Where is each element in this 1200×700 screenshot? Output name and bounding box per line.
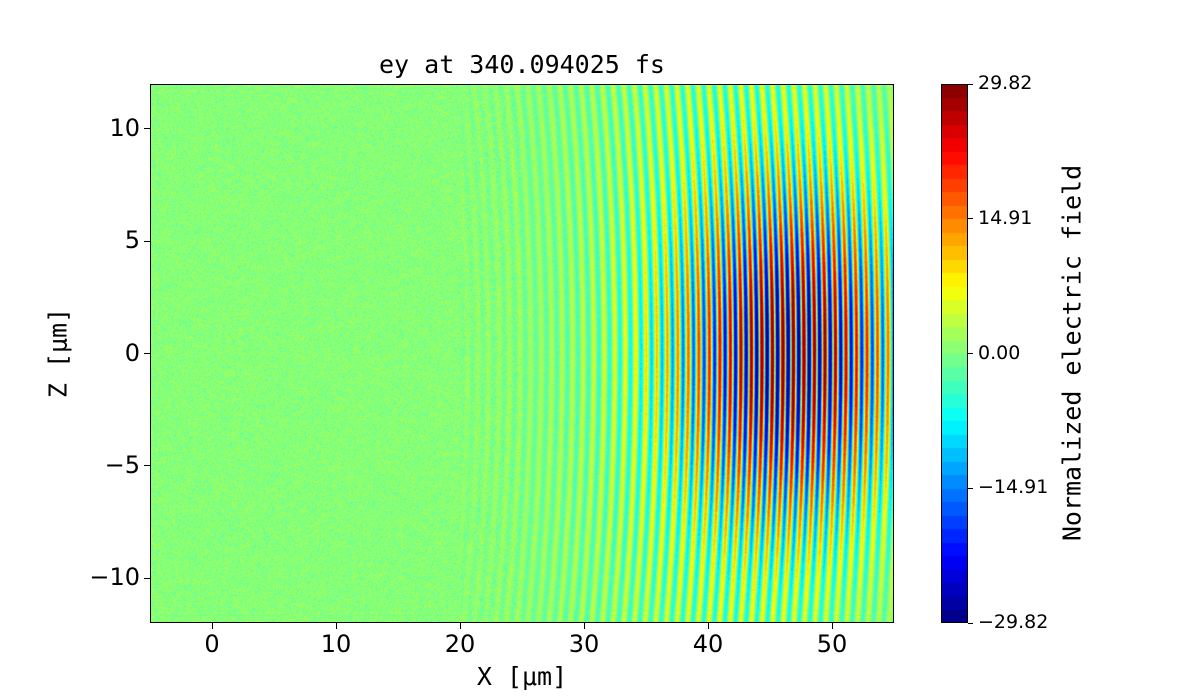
x-tick-label: 40 <box>692 630 724 658</box>
x-tick-mark <box>707 623 709 629</box>
y-tick-mark <box>144 577 150 579</box>
y-tick-mark <box>144 128 150 130</box>
colorbar-tick-mark <box>968 353 973 354</box>
x-tick-label: 50 <box>816 630 848 658</box>
chart-title: ey at 340.094025 fs <box>379 50 665 79</box>
colorbar-tick-mark <box>968 218 973 220</box>
colorbar-tick-mark <box>968 487 973 489</box>
x-tick-mark <box>335 623 337 629</box>
x-tick-mark <box>831 623 833 629</box>
colorbar-gradient <box>941 84 968 623</box>
y-tick-label: 0 <box>124 338 140 367</box>
heatmap-field <box>151 85 893 622</box>
colorbar-label: Normalized electric field <box>1057 164 1087 542</box>
y-tick-mark <box>144 353 150 354</box>
colorbar-tick-label: 14.91 <box>978 206 1033 229</box>
y-tick-label: 5 <box>124 226 140 255</box>
y-tick-mark <box>144 240 150 242</box>
x-tick-label: 10 <box>320 630 352 658</box>
x-tick-mark <box>459 623 461 629</box>
x-tick-mark <box>583 623 585 629</box>
colorbar-tick-mark <box>968 622 973 624</box>
y-tick-label: 10 <box>109 113 140 142</box>
y-tick-label: −5 <box>104 450 140 479</box>
x-tick-label: 0 <box>204 630 220 658</box>
plot-area <box>150 84 894 623</box>
x-tick-label: 30 <box>568 630 600 658</box>
x-axis-label: X [μm] <box>476 662 568 691</box>
y-tick-mark <box>144 465 150 467</box>
colorbar-tick-mark <box>968 83 973 85</box>
y-tick-label: −10 <box>89 563 140 592</box>
colorbar-tick-label: −29.82 <box>978 611 1049 633</box>
x-tick-mark <box>211 623 213 629</box>
colorbar-tick-label: 0.00 <box>978 341 1021 364</box>
colorbar-tick-label: −14.91 <box>978 476 1049 499</box>
y-axis-label: Z [μm] <box>43 307 73 399</box>
colorbar <box>941 84 968 623</box>
colorbar-tick-label: 29.82 <box>978 72 1033 94</box>
x-tick-label: 20 <box>444 630 476 658</box>
